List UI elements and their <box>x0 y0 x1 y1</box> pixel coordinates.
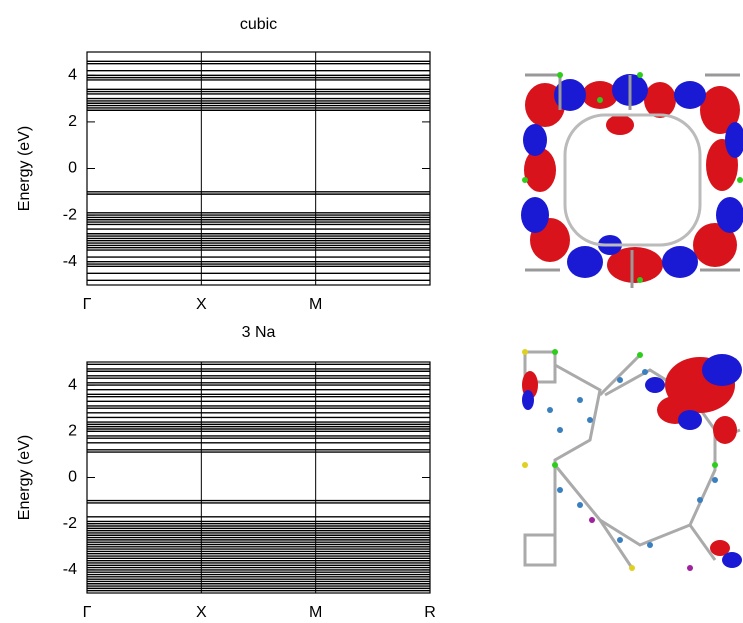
y-tick-label: -4 <box>63 253 77 270</box>
y-axis-label: Energy (eV) <box>16 126 33 211</box>
chart-title: 3 Na <box>242 324 276 341</box>
y-tick-label: 4 <box>68 376 77 393</box>
y-tick-label: 4 <box>68 67 77 84</box>
x-tick-label: R <box>424 604 436 621</box>
y-tick-label: -2 <box>63 206 77 223</box>
plot-frame <box>86 51 431 286</box>
x-tick-label: M <box>309 604 322 621</box>
y-tick-label: -2 <box>63 515 77 532</box>
orbital-image-cubic <box>521 72 743 290</box>
x-tick-label: X <box>196 296 207 313</box>
y-axis-label: Energy (eV) <box>16 435 33 520</box>
band-chart: 3 Na Energy (eV) 4 2 0 -2 -4 Γ X M R <box>16 324 436 621</box>
y-tick-label: 0 <box>68 469 77 486</box>
chart-title: cubic <box>240 16 277 33</box>
x-tick-label: X <box>196 604 207 621</box>
x-tick-label: Γ <box>83 296 92 313</box>
y-tick-label: -4 <box>63 561 77 578</box>
y-tick-label: 0 <box>68 160 77 177</box>
x-tick-label: M <box>309 296 322 313</box>
x-tick-label: Γ <box>83 604 92 621</box>
y-tick-label: 2 <box>68 113 77 130</box>
y-tick-label: 2 <box>68 423 77 440</box>
plot-frame <box>86 361 431 594</box>
band-chart: cubic Energy (eV) 4 2 0 -2 -4 Γ X M <box>16 16 431 313</box>
orbital-image-3na <box>522 349 742 571</box>
